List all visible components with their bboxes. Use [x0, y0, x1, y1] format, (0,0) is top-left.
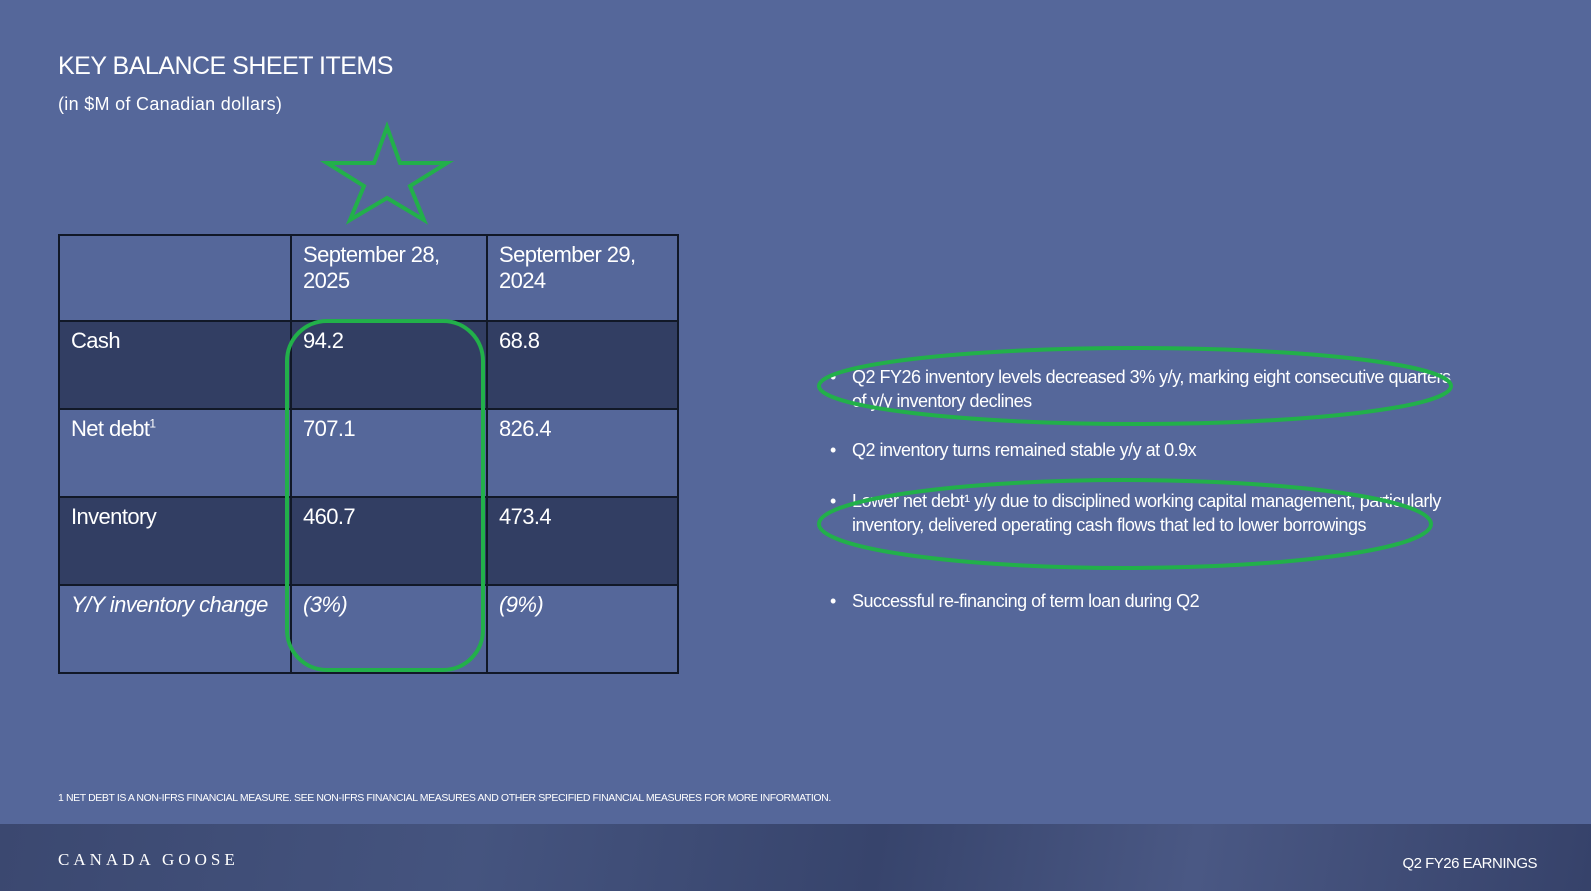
star-icon [319, 121, 455, 225]
page-subtitle: (in $M of Canadian dollars) [58, 94, 283, 114]
bullet-item: Lower net debt¹ y/y due to disciplined w… [830, 489, 1452, 537]
value-cell: 460.7 [290, 496, 488, 586]
row-label: Net debt1 [58, 408, 292, 498]
header-cell: September 28, 2025 [290, 234, 488, 322]
value-cell: (3%) [290, 584, 488, 674]
value-cell: 707.1 [290, 408, 488, 498]
table-row: Net debt1 707.1 826.4 [58, 408, 679, 498]
table-row: Y/Y inventory change (3%) (9%) [58, 584, 679, 674]
value-cell: 826.4 [486, 408, 679, 498]
footnote-marker: 1 [149, 416, 156, 431]
row-label: Cash [58, 320, 292, 410]
value-cell: 68.8 [486, 320, 679, 410]
bullet-item: Successful re-financing of term loan dur… [830, 589, 1452, 613]
row-label: Inventory [58, 496, 292, 586]
footer-label: Q2 FY26 EARNINGS [1402, 855, 1537, 872]
table-row: Cash 94.2 68.8 [58, 320, 679, 410]
footnote: 1 NET DEBT IS A NON-IFRS FINANCIAL MEASU… [58, 792, 831, 804]
table-header-row: September 28, 2025 September 29, 2024 [58, 234, 679, 322]
bullet-item: Q2 FY26 inventory levels decreased 3% y/… [830, 365, 1452, 413]
balance-sheet-table: September 28, 2025 September 29, 2024 Ca… [58, 234, 679, 674]
row-label: Y/Y inventory change [58, 584, 292, 674]
value-cell: 473.4 [486, 496, 679, 586]
footer-band [0, 824, 1591, 891]
table-row: Inventory 460.7 473.4 [58, 496, 679, 586]
brand-logo: CANADA GOOSE [58, 850, 239, 869]
value-cell: 94.2 [290, 320, 488, 410]
value-cell: (9%) [486, 584, 679, 674]
page-title: KEY BALANCE SHEET ITEMS [58, 52, 393, 80]
bullet-item: Q2 inventory turns remained stable y/y a… [830, 438, 1452, 462]
header-cell [58, 234, 292, 322]
header-cell: September 29, 2024 [486, 234, 679, 322]
